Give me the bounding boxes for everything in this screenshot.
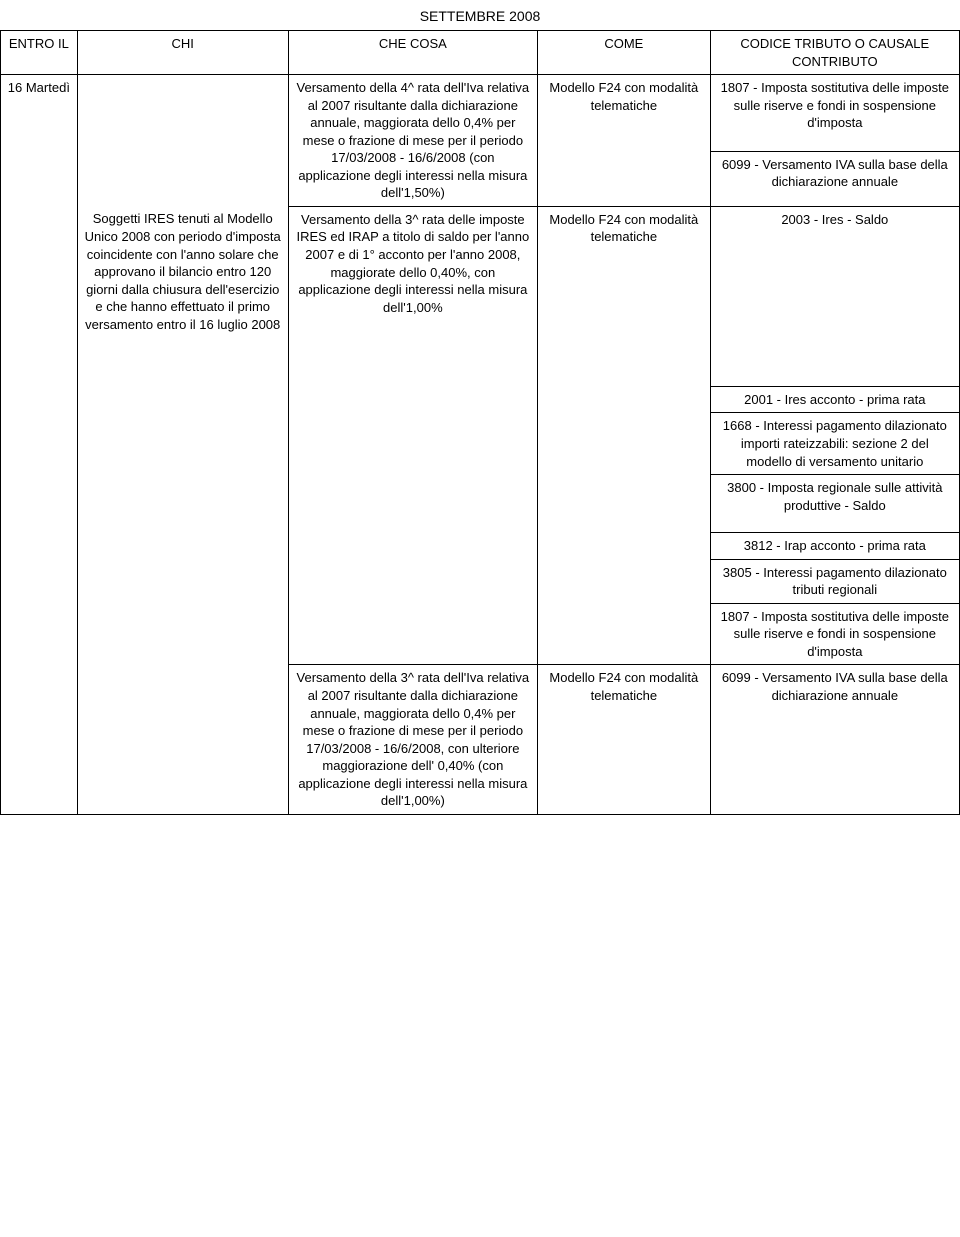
- cell-come-g3: Modello F24 con modalità telematiche: [538, 665, 711, 814]
- cell-codice: 1807 - Imposta sostitutiva delle imposte…: [710, 603, 959, 665]
- header-che-cosa: CHE COSA: [288, 31, 537, 75]
- table-row: Soggetti IRES tenuti al Modello Unico 20…: [1, 206, 960, 386]
- cell-come-g1: Modello F24 con modalità telematiche: [538, 75, 711, 207]
- cell-codice: 3812 - Irap acconto - prima rata: [710, 533, 959, 560]
- table-row: 16 Martedì Versamento della 4^ rata dell…: [1, 75, 960, 152]
- header-chi: CHI: [77, 31, 288, 75]
- cell-cosa-g3: Versamento della 3^ rata dell'Iva relati…: [288, 665, 537, 814]
- cell-codice: 6099 - Versamento IVA sulla base della d…: [710, 665, 959, 814]
- header-codice: CODICE TRIBUTO O CAUSALE CONTRIBUTO: [710, 31, 959, 75]
- cell-date: 16 Martedì: [1, 75, 78, 815]
- cell-codice: 3805 - Interessi pagamento dilazionato t…: [710, 559, 959, 603]
- cell-cosa-g2: Versamento della 3^ rata delle imposte I…: [288, 206, 537, 665]
- cell-chi-empty: [77, 75, 288, 152]
- cell-come-g2: Modello F24 con modalità telematiche: [538, 206, 711, 665]
- page-title: SETTEMBRE 2008: [0, 0, 960, 30]
- header-entro-il: ENTRO IL: [1, 31, 78, 75]
- table-row: Versamento della 3^ rata dell'Iva relati…: [1, 665, 960, 814]
- table-header-row: ENTRO IL CHI CHE COSA COME CODICE TRIBUT…: [1, 31, 960, 75]
- cell-codice: 1807 - Imposta sostitutiva delle imposte…: [710, 75, 959, 152]
- cell-chi: Soggetti IRES tenuti al Modello Unico 20…: [77, 206, 288, 665]
- cell-chi-empty: [77, 151, 288, 206]
- cell-codice: 6099 - Versamento IVA sulla base della d…: [710, 151, 959, 206]
- cell-codice: 2003 - Ires - Saldo: [710, 206, 959, 386]
- cell-codice: 2001 - Ires acconto - prima rata: [710, 386, 959, 413]
- main-table: ENTRO IL CHI CHE COSA COME CODICE TRIBUT…: [0, 30, 960, 815]
- header-come: COME: [538, 31, 711, 75]
- cell-codice: 3800 - Imposta regionale sulle attività …: [710, 475, 959, 533]
- cell-cosa-g1: Versamento della 4^ rata dell'Iva relati…: [288, 75, 537, 207]
- cell-codice: 1668 - Interessi pagamento dilazionato i…: [710, 413, 959, 475]
- cell-chi-empty: [77, 665, 288, 814]
